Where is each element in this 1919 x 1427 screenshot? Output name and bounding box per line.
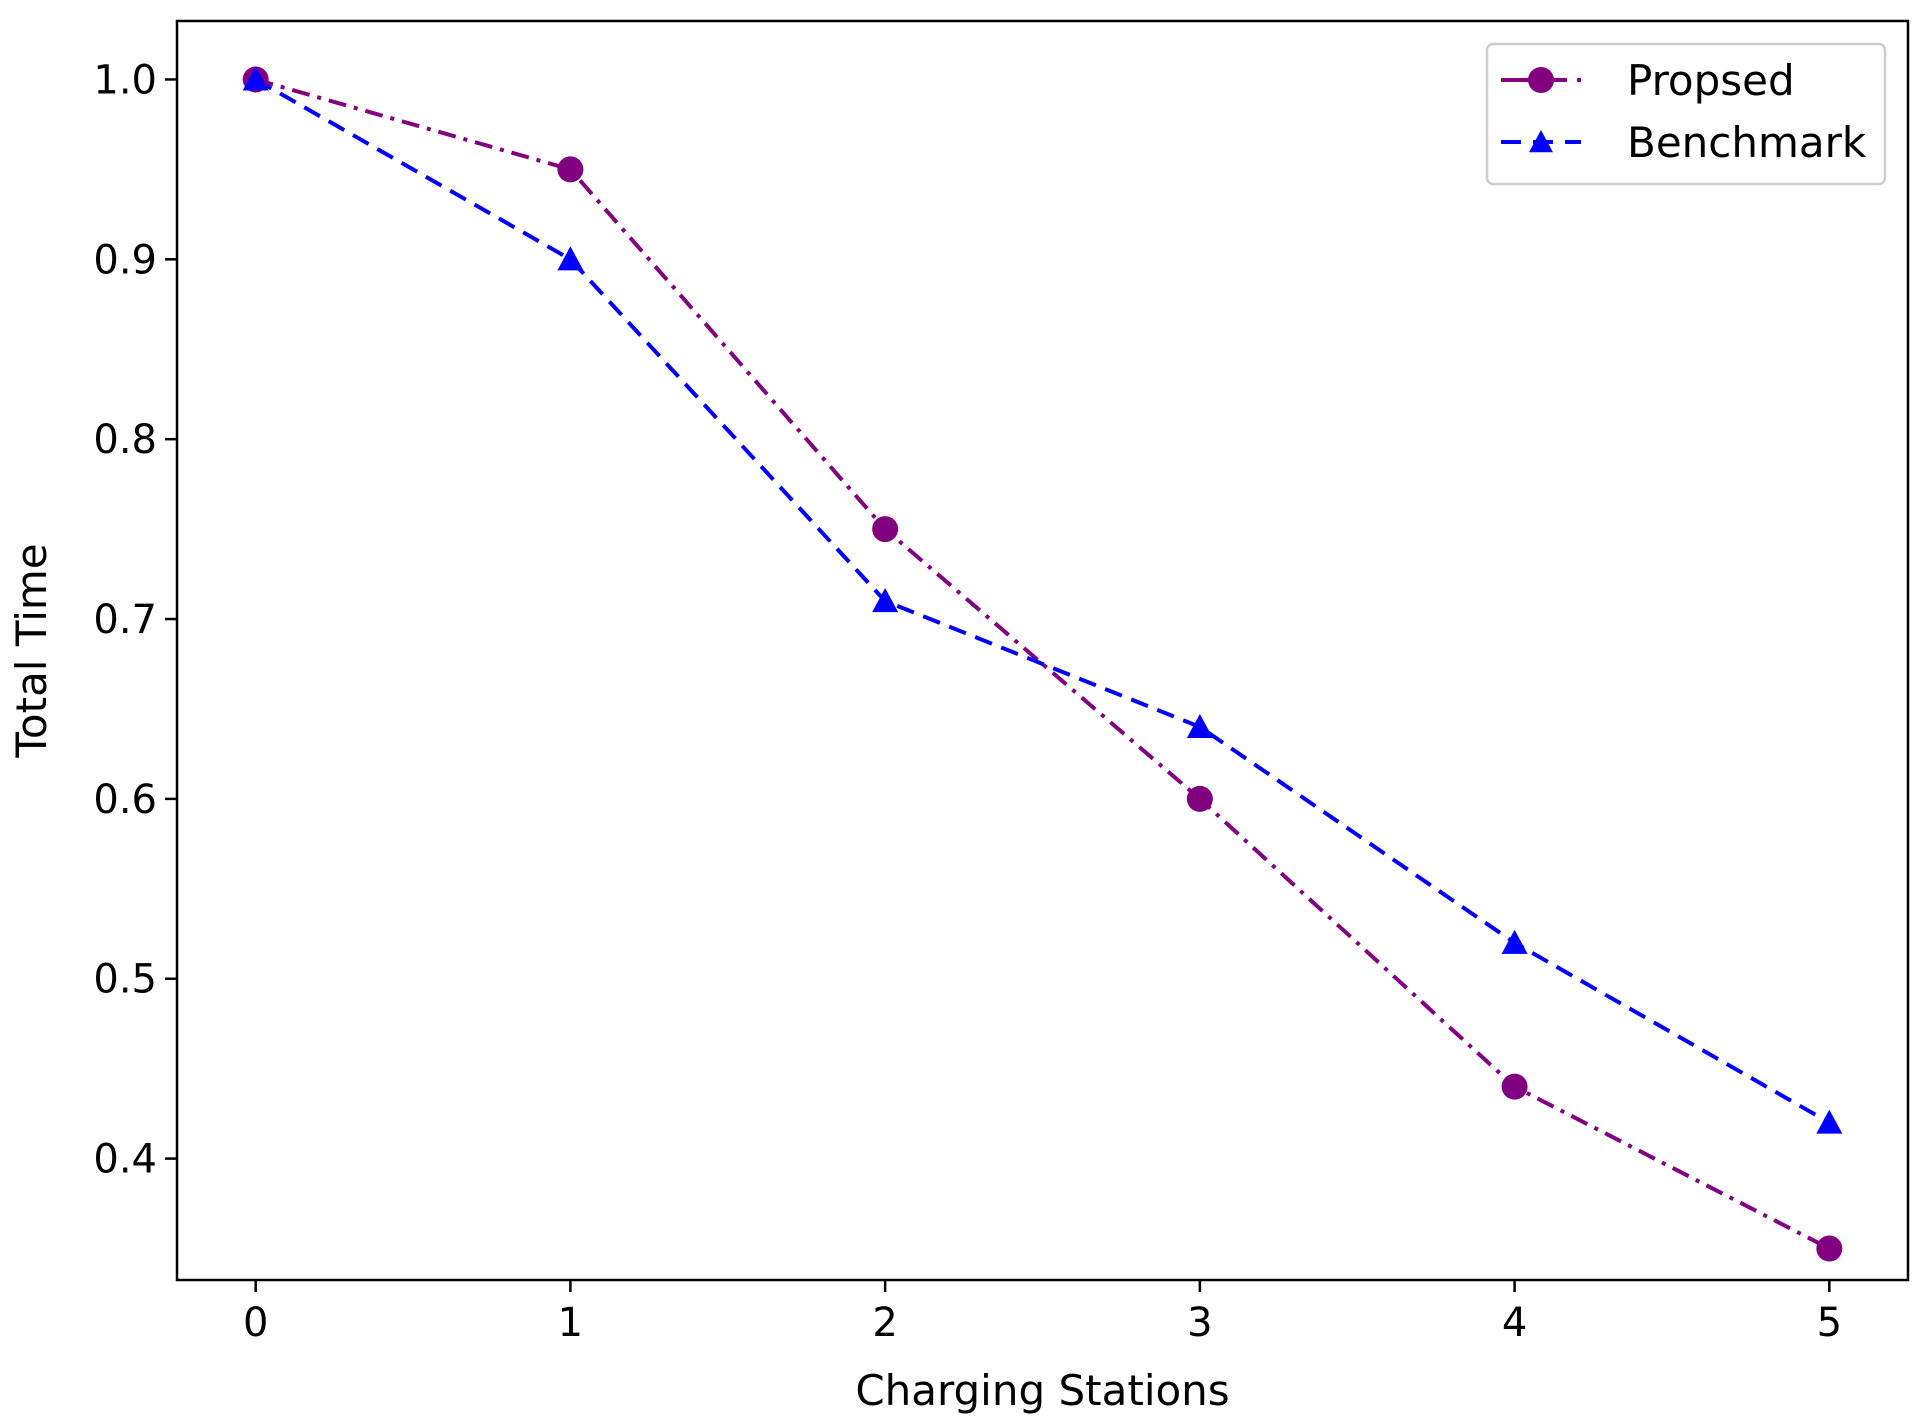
y-tick-label-6: 1.0 — [93, 57, 157, 103]
y-tick-label-1: 0.5 — [93, 957, 157, 1003]
legend-label-1: Propsed — [1627, 56, 1795, 105]
plot-frame — [175, 19, 1910, 1282]
series-1-point-2 — [872, 516, 899, 543]
x-tick-label-0: 0 — [243, 1300, 268, 1346]
y-tick-label-2: 0.6 — [93, 777, 157, 823]
legend-entry-2: Benchmark — [1501, 118, 1867, 167]
series-2-point-1 — [557, 246, 584, 271]
x-tick-label-2: 2 — [872, 1300, 897, 1346]
series-2-point-3 — [1186, 713, 1213, 738]
series-2-point-0 — [242, 66, 269, 91]
x-axis-title: Charging Stations — [855, 1366, 1229, 1415]
legend-entry-1: Propsed — [1501, 56, 1795, 105]
series-2-point-5 — [1816, 1109, 1843, 1134]
y-tick-label-0: 0.4 — [93, 1137, 157, 1183]
series-1-point-3 — [1186, 785, 1213, 812]
series-1-point-4 — [1501, 1073, 1528, 1100]
x-tick-label-3: 3 — [1187, 1300, 1212, 1346]
series-1-point-1 — [557, 156, 584, 183]
series-line-1 — [255, 77, 1831, 1251]
legend-label-2: Benchmark — [1627, 118, 1867, 167]
x-tick-label-4: 4 — [1502, 1300, 1527, 1346]
x-tick-label-5: 5 — [1817, 1300, 1842, 1346]
x-tick-label-1: 1 — [558, 1300, 583, 1346]
axes: 0 1 2 3 4 5 0.4 0.5 0.6 0.7 0.8 0.9 1.0 — [93, 19, 1910, 1346]
legend-marker-2 — [1529, 130, 1553, 153]
series-2-point-2 — [872, 588, 899, 613]
y-tick-label-5: 0.9 — [93, 237, 157, 283]
series-1-point-5 — [1816, 1235, 1843, 1262]
plot-area — [242, 66, 1843, 1262]
y-tick-label-3: 0.7 — [93, 597, 157, 643]
series-2-point-4 — [1501, 929, 1528, 954]
legend-box — [1485, 42, 1887, 186]
series-line-2 — [254, 77, 1831, 1125]
y-tick-label-4: 0.8 — [93, 417, 157, 463]
y-axis-title: Total Time — [7, 543, 56, 758]
legend: Propsed Benchmark — [1485, 42, 1887, 186]
legend-marker-1 — [1528, 67, 1554, 93]
